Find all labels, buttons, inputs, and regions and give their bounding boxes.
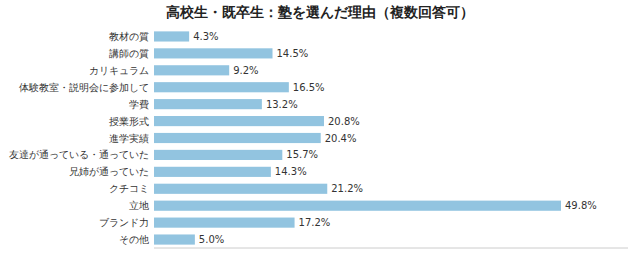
chart-container: 高校生・既卒生：塾を選んだ理由（複数回答可） 教材の質講師の質カリキュラム体験教室… (0, 0, 640, 256)
bar (154, 31, 189, 41)
bar (154, 82, 289, 92)
bar (154, 133, 321, 143)
data-label: 15.7% (286, 149, 318, 160)
bar (154, 116, 324, 126)
category-label: 体験教室・説明会に参加して (19, 82, 149, 93)
bar (154, 201, 561, 211)
category-labels: 教材の質講師の質カリキュラム体験教室・説明会に参加して学費授業形式進学実績友達が… (9, 31, 149, 245)
bar (154, 48, 273, 58)
category-label: 学費 (129, 99, 149, 110)
bar (154, 65, 229, 75)
data-labels: 4.3% 14.5% 9.2% 16.5% 13.2% 20.8% 20.4% 15.7% 14… (193, 31, 597, 245)
category-label: 教材の質 (109, 31, 149, 42)
bars (154, 31, 561, 244)
category-label: 進学実績 (109, 133, 149, 144)
category-label: 立地 (129, 200, 149, 211)
category-label: クチコミ (109, 183, 149, 194)
category-label: 兄姉が通っていた (69, 166, 149, 177)
data-label: 9.2% (233, 65, 258, 76)
category-label: 授業形式 (109, 116, 149, 127)
data-label: 4.3% (193, 31, 218, 42)
data-label: 21.2% (331, 183, 363, 194)
data-label: 20.4% (325, 133, 357, 144)
data-label: 17.2% (299, 217, 331, 228)
bar (154, 99, 262, 109)
data-label: 14.3% (275, 166, 307, 177)
bar (154, 150, 282, 160)
category-label: カリキュラム (89, 65, 149, 76)
data-label: 5.0% (199, 234, 224, 245)
value-axis-line (154, 248, 628, 249)
data-label: 49.8% (565, 200, 597, 211)
bar (154, 234, 195, 244)
category-label: その他 (119, 234, 149, 245)
data-label: 14.5% (277, 48, 309, 59)
data-label: 16.5% (293, 82, 325, 93)
chart-title: 高校生・既卒生：塾を選んだ理由（複数回答可） (166, 4, 474, 20)
background (0, 0, 640, 256)
data-label: 20.8% (328, 116, 360, 127)
bar (154, 167, 271, 177)
category-label: 友達が通っている・通っていた (9, 149, 149, 160)
bar (154, 218, 295, 228)
category-label: ブランド力 (99, 217, 149, 228)
chart-svg: 高校生・既卒生：塾を選んだ理由（複数回答可） 教材の質講師の質カリキュラム体験教室… (0, 0, 640, 256)
bar (154, 184, 327, 194)
data-label: 13.2% (266, 99, 298, 110)
category-label: 講師の質 (109, 48, 149, 59)
